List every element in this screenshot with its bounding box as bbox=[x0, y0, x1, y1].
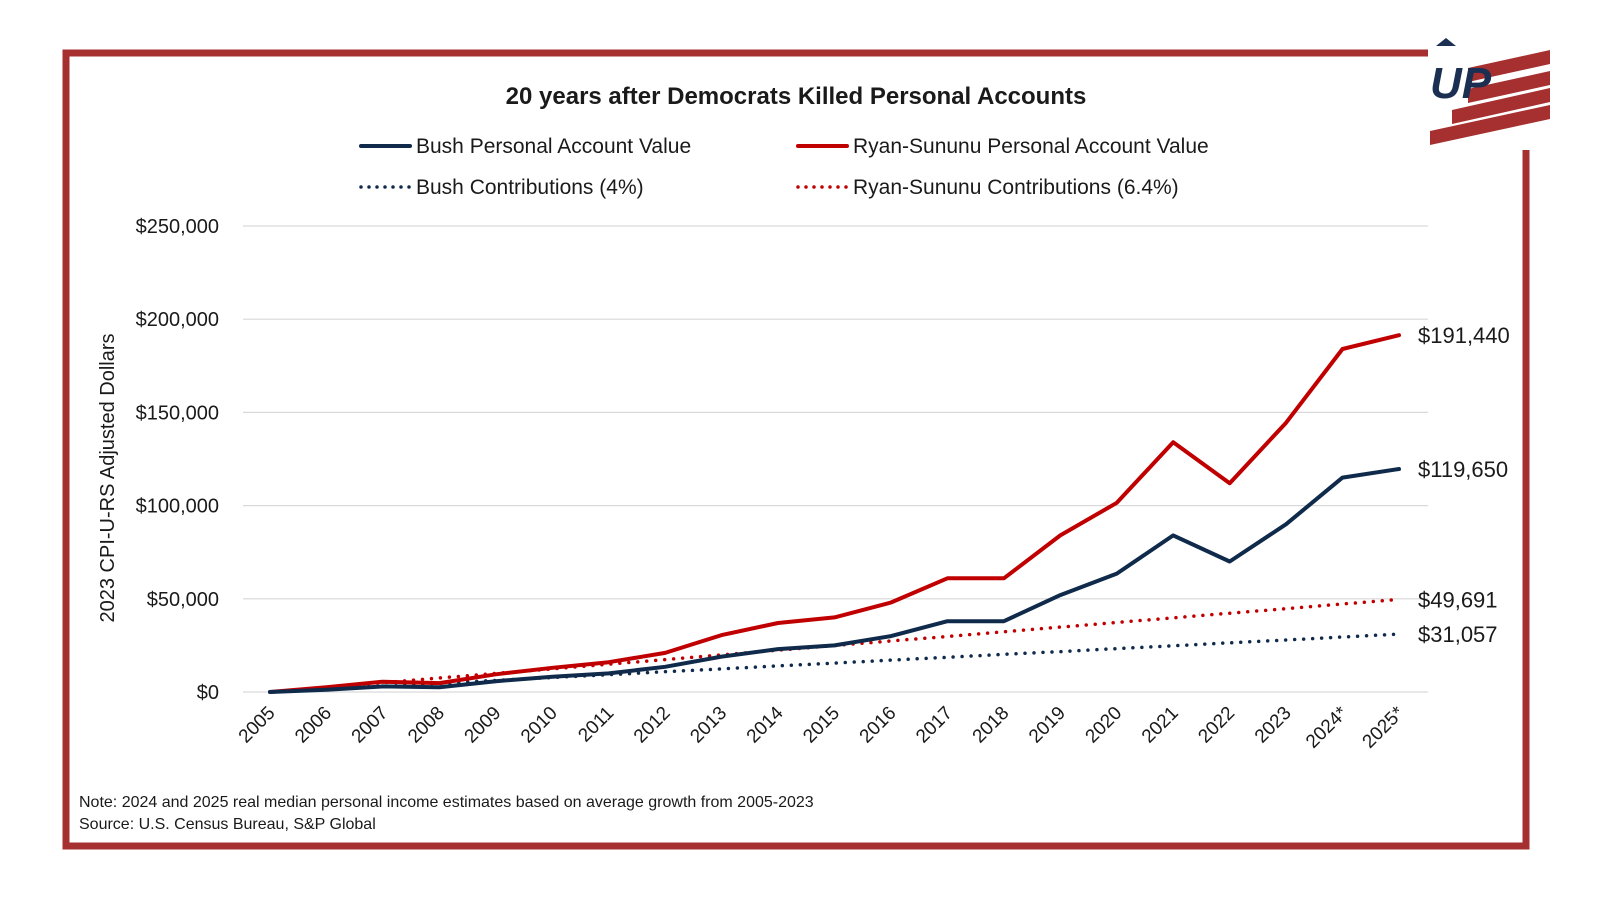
legend-item-0: Bush Personal Account Value bbox=[359, 135, 691, 158]
y-tick-label: $50,000 bbox=[147, 589, 219, 611]
end-label-0: $119,650 bbox=[1418, 457, 1508, 482]
chart-title: 20 years after Democrats Killed Personal… bbox=[506, 83, 1087, 110]
chart-frame bbox=[62, 49, 1530, 850]
end-label-1: $191,440 bbox=[1418, 323, 1510, 348]
legend-label: Bush Contributions (4%) bbox=[416, 176, 644, 199]
end-labels: $119,650 $191,440 $31,057 $49,691 bbox=[1418, 323, 1510, 647]
series-line-2 bbox=[268, 632, 1401, 694]
legend-label: Bush Personal Account Value bbox=[416, 135, 691, 158]
end-label-2: $31,057 bbox=[1418, 622, 1498, 647]
source-text: Source: U.S. Census Bureau, S&P Global bbox=[79, 816, 376, 833]
series-line-1 bbox=[268, 333, 1401, 694]
legend-item-2: Bush Contributions (4%) bbox=[359, 176, 644, 199]
legend-label: Ryan-Sununu Contributions (6.4%) bbox=[853, 176, 1179, 199]
y-axis-title: 2023 CPI-U-RS Adjusted Dollars bbox=[97, 333, 119, 622]
y-tick-label: $250,000 bbox=[136, 216, 219, 238]
y-axis: $0 $50,000 $100,000 $150,000 $200,000 $250,00… bbox=[136, 216, 219, 704]
chart-legend: Bush Personal Account Value Ryan-Sununu P… bbox=[359, 135, 1209, 199]
y-tick-label: $100,000 bbox=[136, 496, 219, 518]
legend-item-1: Ryan-Sununu Personal Account Value bbox=[796, 135, 1209, 158]
y-tick-label: $0 bbox=[197, 682, 219, 704]
series-line-0 bbox=[268, 467, 1401, 694]
up-logo: UP bbox=[1428, 38, 1550, 150]
logo-text: UP bbox=[1430, 59, 1492, 108]
y-tick-label: $150,000 bbox=[136, 402, 219, 424]
legend-label: Ryan-Sununu Personal Account Value bbox=[853, 135, 1209, 158]
y-tick-label: $200,000 bbox=[136, 309, 219, 331]
plot-area bbox=[268, 333, 1401, 694]
end-label-3: $49,691 bbox=[1418, 587, 1498, 612]
gridlines bbox=[243, 225, 1428, 693]
note-text: Note: 2024 and 2025 real median personal… bbox=[79, 794, 814, 811]
legend-item-3: Ryan-Sununu Contributions (6.4%) bbox=[796, 176, 1179, 199]
